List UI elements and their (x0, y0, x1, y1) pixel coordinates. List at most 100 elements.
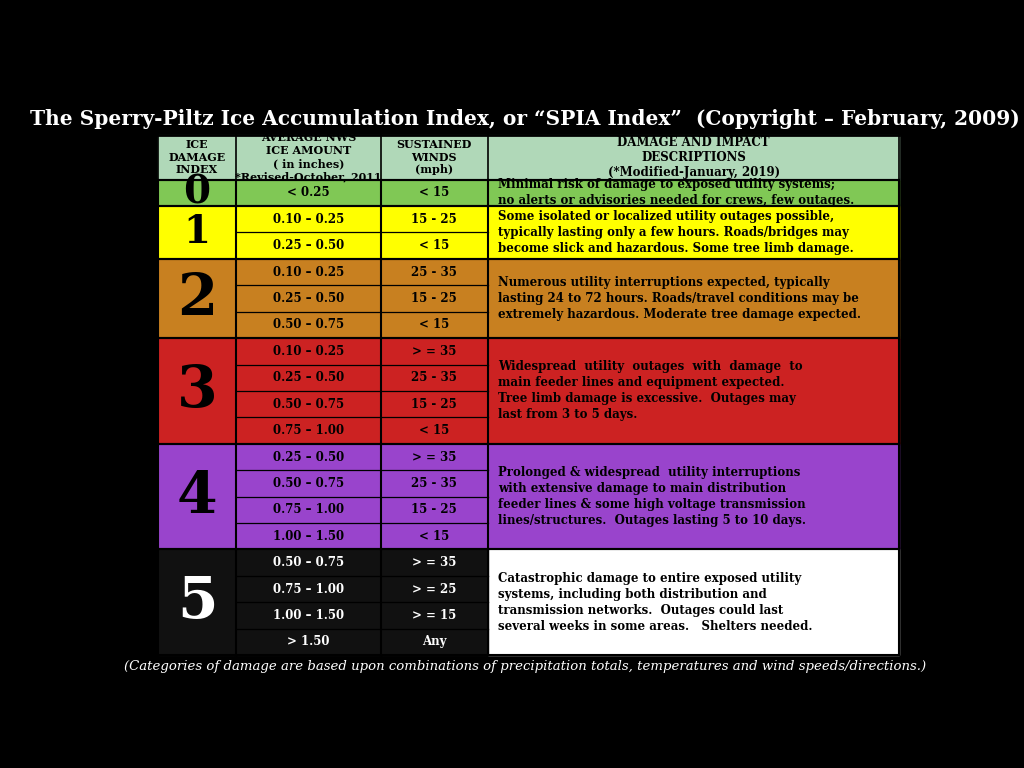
Bar (158, 444, 236, 549)
Bar (381, 391, 488, 417)
Text: 0.75 – 1.00: 0.75 – 1.00 (272, 424, 344, 437)
Text: Any: Any (422, 635, 446, 648)
Bar (236, 602, 381, 629)
Text: DAMAGE AND IMPACT
DESCRIPTIONS
(*Modified-January, 2019): DAMAGE AND IMPACT DESCRIPTIONS (*Modifie… (607, 136, 779, 179)
Bar (158, 338, 236, 444)
Text: < 0.25: < 0.25 (287, 187, 330, 200)
Text: 25 - 35: 25 - 35 (412, 371, 457, 384)
Bar (381, 470, 488, 497)
Text: 0.50 – 0.75: 0.50 – 0.75 (272, 556, 344, 569)
Bar (381, 285, 488, 312)
Bar (236, 206, 381, 233)
Text: < 15: < 15 (419, 530, 450, 543)
Text: 0.10 – 0.25: 0.10 – 0.25 (272, 345, 344, 358)
Bar (236, 629, 381, 655)
Bar (236, 470, 381, 497)
Bar (236, 365, 381, 391)
Bar (488, 338, 899, 444)
Bar (236, 497, 381, 523)
Bar (381, 497, 488, 523)
Text: Minimal risk of damage to exposed utility systems;
no alerts or advisories neede: Minimal risk of damage to exposed utilit… (499, 178, 855, 207)
Bar (488, 259, 899, 338)
Bar (236, 259, 381, 285)
Text: 0.25 – 0.50: 0.25 – 0.50 (272, 371, 344, 384)
Text: Widespread  utility  outages  with  damage  to
main feeder lines and equipment e: Widespread utility outages with damage t… (499, 360, 803, 422)
Bar (381, 259, 488, 285)
Bar (236, 417, 381, 444)
Text: < 15: < 15 (419, 424, 450, 437)
Text: 2: 2 (177, 270, 217, 326)
Text: The Sperry-Piltz Ice Accumulation Index, or “SPIA Index”  (Copyright – February,: The Sperry-Piltz Ice Accumulation Index,… (30, 109, 1020, 129)
Bar (488, 549, 899, 655)
Text: 0.10 – 0.25: 0.10 – 0.25 (272, 266, 344, 279)
Text: 0: 0 (183, 174, 211, 212)
Bar (236, 312, 381, 338)
Bar (381, 444, 488, 470)
Text: (Categories of damage are based upon combinations of precipitation totals, tempe: (Categories of damage are based upon com… (124, 660, 926, 673)
Bar (236, 338, 381, 365)
Text: Catastrophic damage to entire exposed utility
systems, including both distributi: Catastrophic damage to entire exposed ut… (499, 572, 813, 633)
Bar (158, 134, 899, 180)
Bar (381, 576, 488, 602)
Text: 0.50 – 0.75: 0.50 – 0.75 (272, 398, 344, 411)
Text: 3: 3 (177, 363, 217, 419)
Text: 0.75 – 1.00: 0.75 – 1.00 (272, 503, 344, 516)
Bar (158, 549, 236, 655)
Text: > = 35: > = 35 (412, 345, 457, 358)
Bar (158, 206, 236, 259)
Bar (381, 629, 488, 655)
Bar (381, 233, 488, 259)
Bar (381, 417, 488, 444)
Text: 15 - 25: 15 - 25 (412, 213, 457, 226)
Bar (488, 206, 899, 259)
Text: 1: 1 (183, 214, 211, 251)
Text: 1.00 – 1.50: 1.00 – 1.50 (272, 530, 344, 543)
Text: 15 - 25: 15 - 25 (412, 503, 457, 516)
Bar (236, 391, 381, 417)
Text: 25 - 35: 25 - 35 (412, 477, 457, 490)
Text: < 15: < 15 (419, 319, 450, 332)
Text: < 15: < 15 (419, 239, 450, 252)
Text: 1.00 – 1.50: 1.00 – 1.50 (272, 609, 344, 622)
Bar (381, 312, 488, 338)
Text: SUSTAINED
WINDS
(mph): SUSTAINED WINDS (mph) (396, 139, 472, 176)
Text: > 1.50: > 1.50 (287, 635, 330, 648)
Text: > = 25: > = 25 (412, 583, 457, 596)
Text: 0.10 – 0.25: 0.10 – 0.25 (272, 213, 344, 226)
Text: 15 - 25: 15 - 25 (412, 292, 457, 305)
Bar (236, 549, 381, 576)
Text: 0.75 – 1.00: 0.75 – 1.00 (272, 583, 344, 596)
Bar (381, 365, 488, 391)
Text: Prolonged & widespread  utility interruptions
with extensive damage to main dist: Prolonged & widespread utility interrupt… (499, 466, 806, 527)
Text: 0.25 – 0.50: 0.25 – 0.50 (272, 451, 344, 464)
Bar (236, 233, 381, 259)
Bar (158, 259, 236, 338)
Bar (488, 444, 899, 549)
Text: AVERAGE NWS
ICE AMOUNT
( in inches)
*Revised-October, 2011: AVERAGE NWS ICE AMOUNT ( in inches) *Rev… (234, 133, 382, 182)
Text: ICE
DAMAGE
INDEX: ICE DAMAGE INDEX (168, 139, 225, 176)
Text: 0.25 – 0.50: 0.25 – 0.50 (272, 239, 344, 252)
Text: 0.50 – 0.75: 0.50 – 0.75 (272, 319, 344, 332)
Text: > = 35: > = 35 (412, 556, 457, 569)
Bar (381, 206, 488, 233)
Bar (381, 602, 488, 629)
Bar (158, 180, 236, 206)
Text: > = 15: > = 15 (412, 609, 457, 622)
Bar (381, 549, 488, 576)
Text: 25 - 35: 25 - 35 (412, 266, 457, 279)
Bar (236, 285, 381, 312)
Text: < 15: < 15 (419, 187, 450, 200)
Text: 5: 5 (177, 574, 217, 631)
Text: 0.25 – 0.50: 0.25 – 0.50 (272, 292, 344, 305)
Bar (236, 180, 381, 206)
Text: Numerous utility interruptions expected, typically
lasting 24 to 72 hours. Roads: Numerous utility interruptions expected,… (499, 276, 861, 321)
Text: 0.50 – 0.75: 0.50 – 0.75 (272, 477, 344, 490)
Bar (381, 523, 488, 549)
Bar (381, 180, 488, 206)
Bar (488, 180, 899, 206)
Text: 15 - 25: 15 - 25 (412, 398, 457, 411)
Bar (236, 576, 381, 602)
Text: > = 35: > = 35 (412, 451, 457, 464)
Bar (236, 444, 381, 470)
Bar (236, 523, 381, 549)
